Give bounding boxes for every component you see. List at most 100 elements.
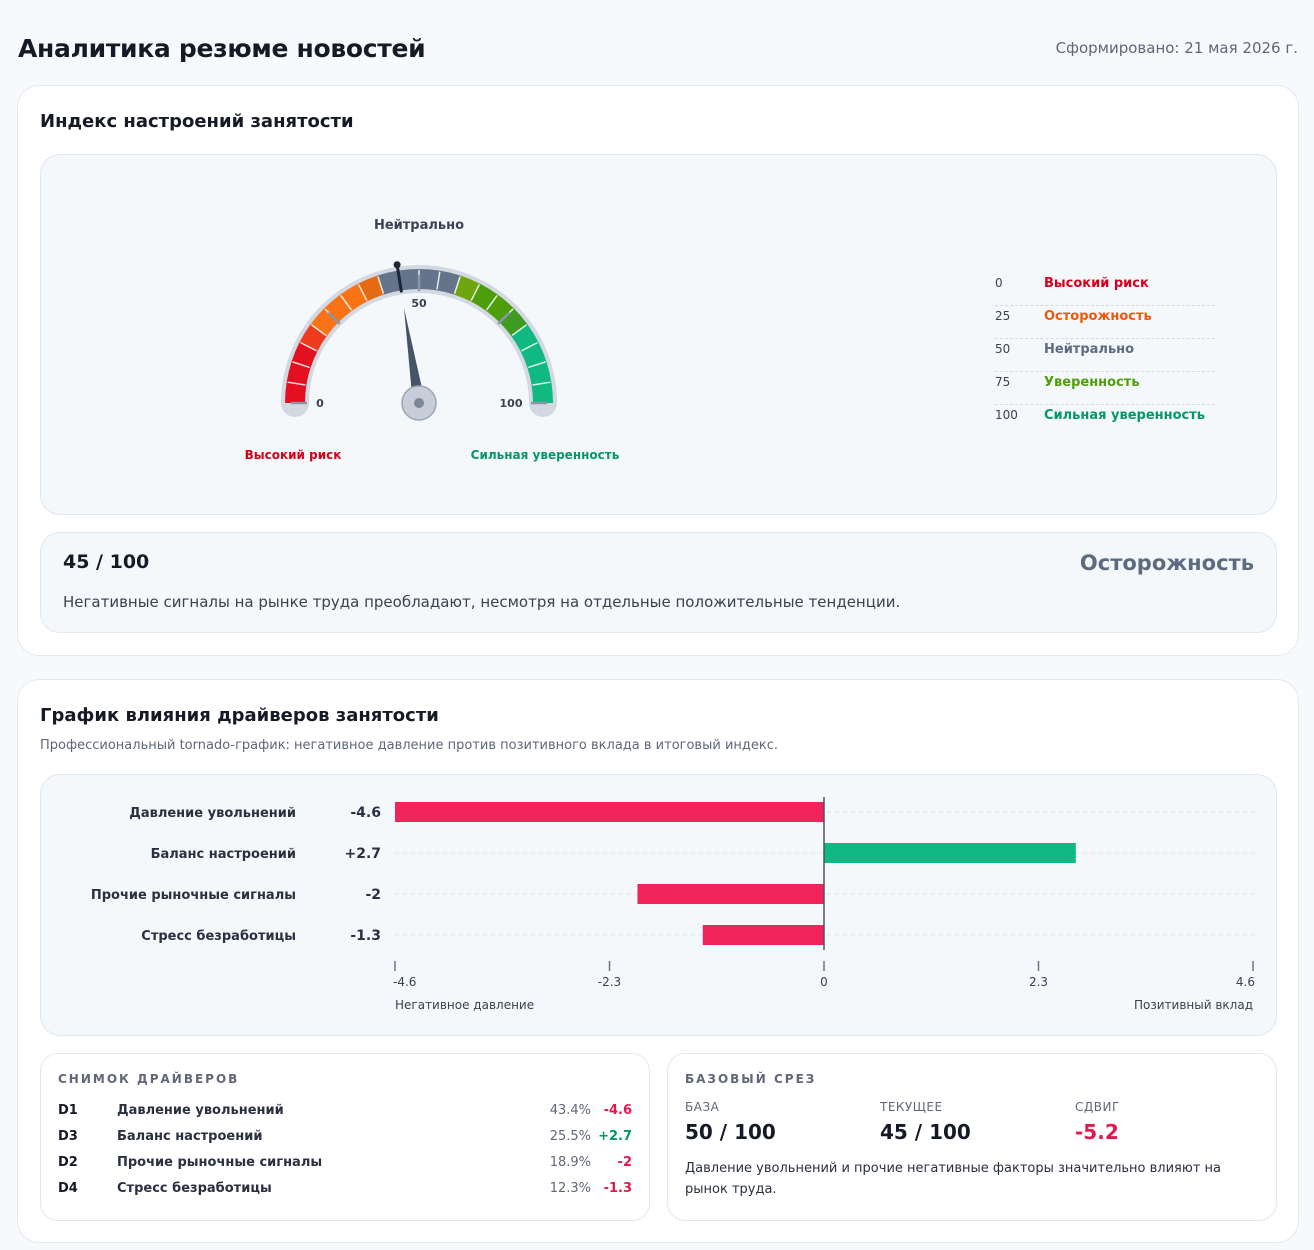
gauge-tick-max: 100 [500,397,523,410]
baseline-current: ТЕКУЩЕЕ 45 / 100 [880,1100,971,1144]
gauge-segment [285,382,307,404]
x-tick-label: 4.6 [1236,975,1255,989]
value-label: -4.6 [350,805,381,821]
gauge-arc [281,265,557,417]
driver-bar [824,843,1076,863]
gauge-segment [485,294,514,323]
gauge-top-label: Нейтрально [374,218,464,233]
gauge-minor-tick [287,381,306,386]
gauge-right-caption: Сильная уверенность [471,448,620,462]
gauge-marker-dot [393,261,401,269]
value-label: +2.7 [344,846,381,862]
gauge-minor-tick [528,361,546,369]
gauge-segment [531,382,553,404]
gauge-segment [286,361,311,386]
x-tick-label: 2.3 [1029,975,1048,989]
driver-value: -1.3 [603,1181,632,1196]
sentiment-gauge: Нейтрально 0 50 100 Высокий риск Сильная… [245,218,620,462]
gauge-needle [393,261,437,421]
gauge-segment [340,283,368,311]
driver-code: D4 [58,1181,78,1196]
shift-value: -5.2 [1075,1120,1119,1144]
legend-label: Нейтрально [1044,342,1135,357]
negative-caption: Негативное давление [395,998,534,1012]
gauge-minor-tick [377,276,385,294]
baseline-shift: СДВИГ -5.2 [1075,1100,1120,1144]
category-label: Баланс настроений [151,847,296,862]
x-tick-label: -2.3 [598,975,621,989]
baseline-title: БАЗОВЫЙ СРЕЗ [685,1072,817,1086]
tornado-bars: Давление увольнений -4.6 Баланс настроений… [91,802,1076,945]
gauge-segment [454,275,480,302]
value-label: -1.3 [350,928,381,944]
driver-name: Стресс безработицы [117,1181,272,1196]
gauge-segment [291,342,318,368]
driver-share: 18.9% [549,1155,591,1170]
current-value: 45 / 100 [880,1120,971,1144]
page-title: Аналитика резюме новостей [18,34,426,63]
legend-value: 50 [995,342,1011,356]
gauge-hub-center [414,398,424,408]
tornado-chart: Давление увольнений -4.6 Баланс настроений… [91,797,1255,1012]
legend-label: Уверенность [1044,375,1140,390]
gauge-minor-tick [521,341,538,352]
snapshot-row: D3 Баланс настроений 25.5% +2.7 [58,1129,632,1155]
gauge-segment [358,275,384,302]
snapshot-row: D1 Давление увольнений 43.4% -4.6 [58,1103,632,1129]
base-label: БАЗА [685,1100,720,1114]
base-value: 50 / 100 [685,1120,776,1144]
sentiment-card: Индекс настроений занятости Нейтрально 0… [17,85,1299,656]
driver-bar [702,925,824,945]
tornado-axis: -4.6 -2.3 0 2.3 4.6 [393,797,1255,989]
driver-share: 12.3% [549,1181,591,1196]
driver-bar [395,802,824,822]
gauge-minor-tick [470,284,481,301]
gauge-major-tick [327,311,341,325]
gauge-segment [511,324,539,352]
legend-item: 100 Сильная уверенность [995,405,1215,438]
category-label: Прочие рыночные сигналы [91,888,296,903]
baseline-card: БАЗОВЫЙ СРЕЗ БАЗА 50 / 100 ТЕКУЩЕЕ 45 / … [667,1053,1277,1221]
gauge-segment [377,270,402,295]
sentiment-title: Индекс настроений занятости [40,111,354,132]
legend-value: 0 [995,276,1003,290]
baseline-note: Давление увольнений и прочие негативные … [685,1161,1221,1197]
baseline-base: БАЗА 50 / 100 [685,1100,776,1144]
value-label: -2 [365,887,381,903]
legend-item: 75 Уверенность [995,372,1215,405]
legend-value: 100 [995,408,1018,422]
snapshot-title: СНИМОК ДРАЙВЕРОВ [58,1072,240,1086]
legend-label: Высокий риск [1044,276,1149,291]
driver-code: D1 [58,1103,78,1118]
driver-value: -2 [617,1155,632,1170]
gauge-legend: 0 Высокий риск 25 Осторожность 50 Нейтра… [995,273,1215,438]
drivers-card: График влияния драйверов занятости Профе… [17,679,1299,1243]
gauge-segment [299,324,327,352]
gauge-minor-tick [310,324,327,337]
x-tick-label: -4.6 [393,975,416,989]
gauge-left-caption: Высокий риск [245,448,342,462]
gauge-tick-min: 0 [316,397,324,410]
driver-code: D3 [58,1129,78,1144]
gauge-minor-tick [485,294,498,311]
driver-share: 25.5% [549,1129,591,1144]
gauge-minor-tick [511,324,528,337]
legend-value: 25 [995,309,1011,323]
snapshot-card: СНИМОК ДРАЙВЕРОВ D1 Давление увольнений … [40,1053,650,1221]
legend-label: Осторожность [1044,309,1152,324]
current-label: ТЕКУЩЕЕ [880,1100,943,1114]
score-description: Негативные сигналы на рынке труда преобл… [63,593,901,611]
gauge-segment [499,308,528,337]
gauge-segment [324,294,353,323]
driver-name: Давление увольнений [117,1103,284,1118]
tornado-panel: Давление увольнений -4.6 Баланс настроений… [40,774,1277,1036]
gauge-segment [310,308,339,337]
snapshot-row: D2 Прочие рыночные сигналы 18.9% -2 [58,1155,632,1181]
category-label: Стресс безработицы [141,929,296,944]
tornado-grid [395,811,1255,936]
gauge-segment [527,361,552,386]
gauge-minor-tick [532,381,551,386]
gauge-major-tick [497,311,511,325]
gauge-tick-mid: 50 [411,297,427,310]
positive-caption: Позитивный вклад [1134,998,1253,1012]
